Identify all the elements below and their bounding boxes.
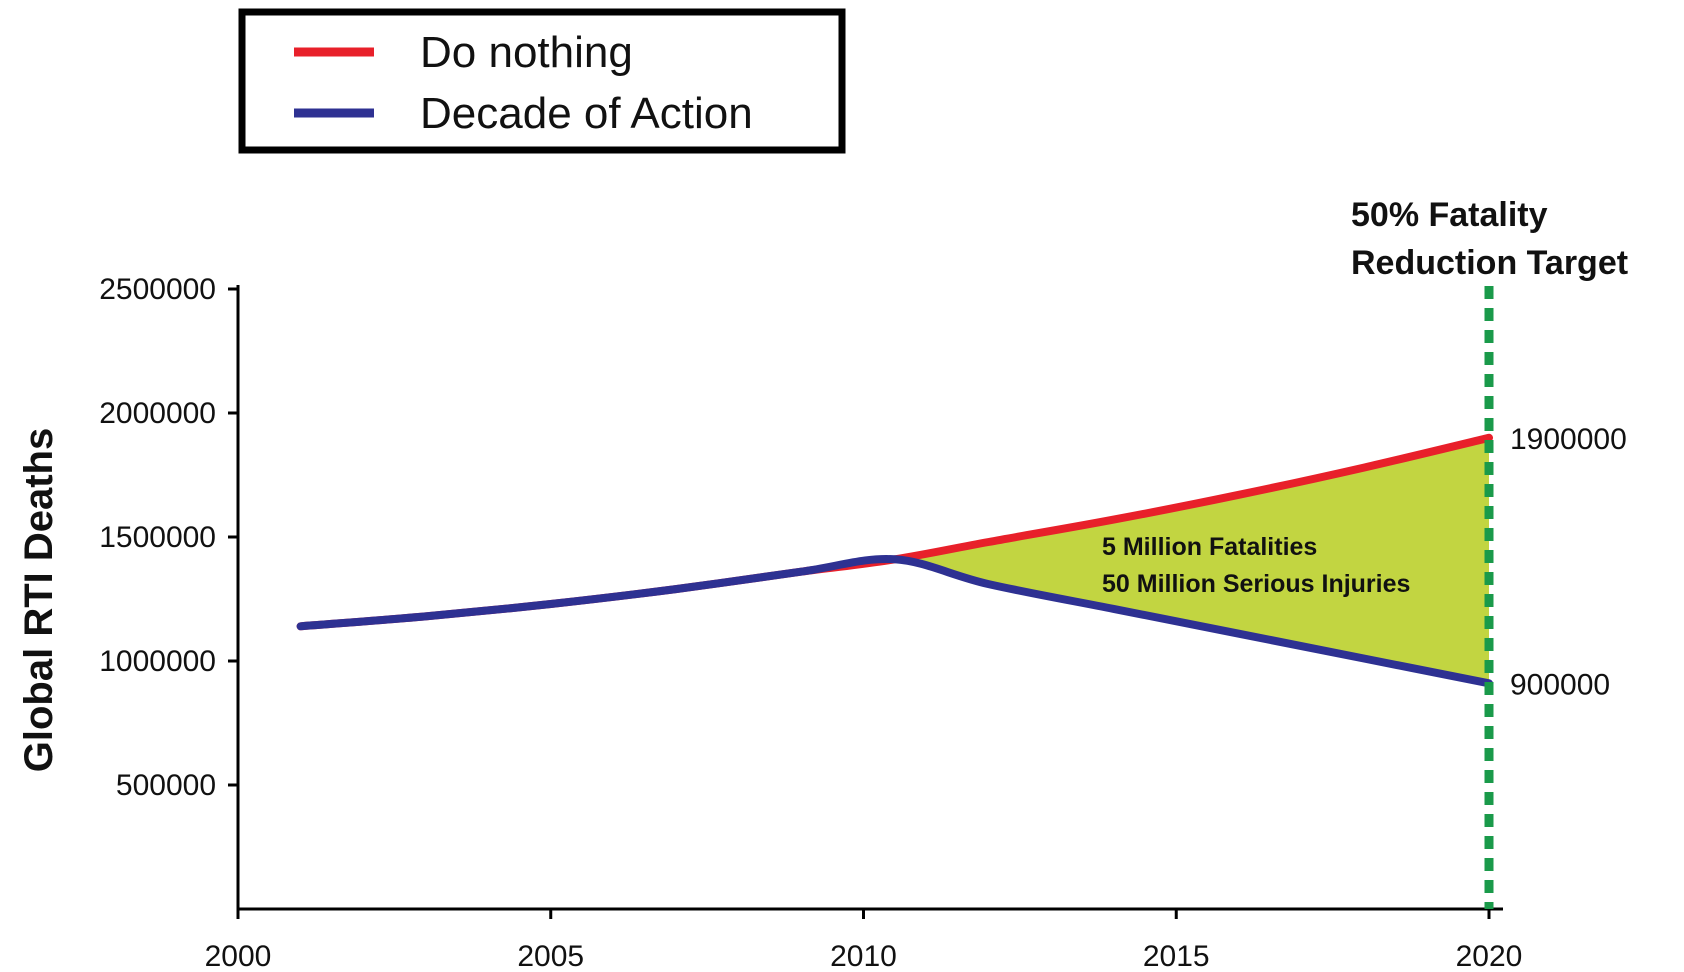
y-tick-label-2000000: 2000000 — [99, 397, 216, 430]
x-tick-label-2015: 2015 — [1143, 940, 1210, 972]
target-title-line2: Reduction Target — [1351, 244, 1628, 282]
gap-annotation-injuries: 50 Million Serious Injuries — [1102, 570, 1410, 598]
x-tick-label-2010: 2010 — [830, 940, 897, 972]
y-tick-label-2500000: 2500000 — [99, 273, 216, 306]
x-tick-label-2020: 2020 — [1456, 940, 1523, 972]
y-tick-label-500000: 500000 — [116, 769, 216, 802]
legend-label-decade-of-action: Decade of Action — [420, 89, 753, 138]
end-label-decade-of-action: 900000 — [1510, 668, 1610, 701]
y-axis-label: Global RTI Deaths — [17, 428, 61, 773]
target-title-line1: 50% Fatality — [1351, 196, 1548, 234]
gap-fill-area — [894, 437, 1489, 684]
y-tick-label-1500000: 1500000 — [99, 521, 216, 554]
legend: Do nothing Decade of Action — [238, 8, 846, 154]
y-tick-label-1000000: 1000000 — [99, 645, 216, 678]
x-tick-label-2005: 2005 — [517, 940, 584, 972]
x-tick-label-2000: 2000 — [205, 940, 272, 972]
legend-label-do-nothing: Do nothing — [420, 28, 633, 77]
legend-box — [238, 8, 846, 154]
series-line-decade-of-action — [296, 555, 1493, 688]
gap-annotation-fatalities: 5 Million Fatalities — [1102, 533, 1317, 561]
end-label-do-nothing: 1900000 — [1510, 423, 1627, 456]
